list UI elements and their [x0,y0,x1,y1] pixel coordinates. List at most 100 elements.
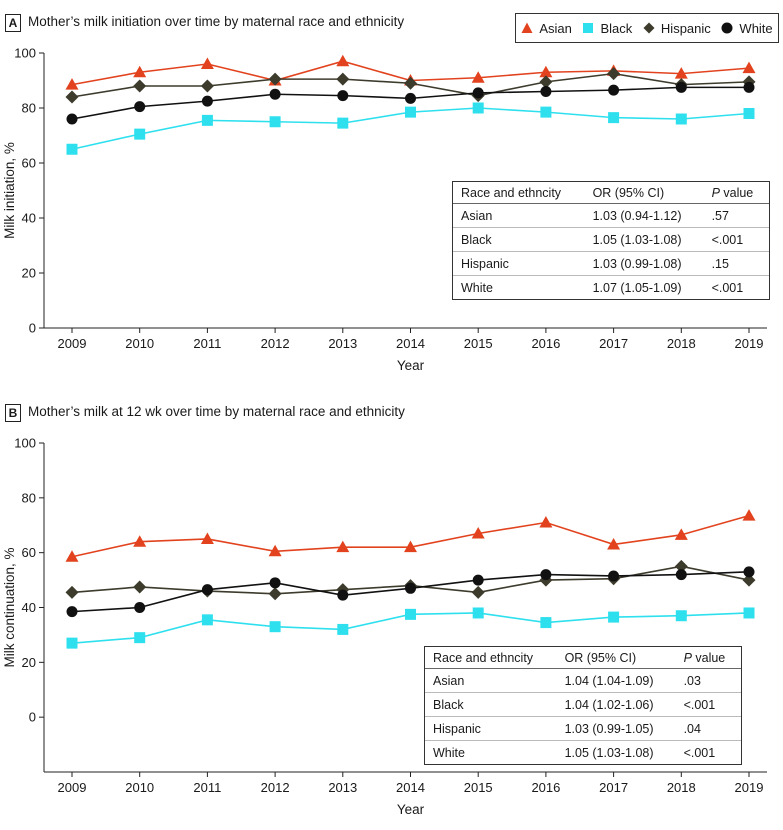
y-tick-label: 60 [22,156,36,171]
cell-p: .04 [675,716,741,741]
cell-p: <.001 [703,227,769,252]
table-row: White 1.05 (1.03-1.08) <.001 [425,741,741,765]
y-tick-label: 20 [22,266,36,281]
y-tick-label: 20 [22,655,36,670]
table-row: Black 1.04 (1.02-1.06) <.001 [425,692,741,717]
data-point-black [134,632,146,644]
data-point-white [405,582,416,594]
data-point-white [472,574,484,586]
data-point-white [134,602,146,613]
panel-a-label: A [5,14,21,32]
y-axis-title: Milk initiation, % [2,142,17,239]
data-point-hispanic [200,79,214,93]
legend-item-white: White [721,20,773,36]
data-point-white [269,577,281,589]
y-tick-label: 60 [22,545,36,560]
cell-or: 1.07 (1.05-1.09) [592,280,682,295]
series-hispanic [65,559,756,601]
data-point-white [66,606,78,618]
table-row: Hispanic 1.03 (0.99-1.05) .04 [425,716,741,741]
cell-or: 1.05 (1.03-1.08) [584,227,704,252]
cell-race: Asian [425,668,557,693]
x-tick-label: 2011 [193,336,221,351]
data-point-white [743,566,755,578]
data-point-hispanic [65,90,79,104]
data-point-asian [200,57,214,69]
cell-or: 1.04 (1.02-1.06) [556,692,676,717]
y-tick-label: 0 [29,321,36,336]
data-point-asian [742,509,756,521]
data-point-asian [674,67,688,79]
cell-p: <.001 [675,692,741,717]
table-header-row: Race and ethncity OR (95% CI) P value [453,182,769,204]
x-tick-label: 2018 [667,336,696,351]
data-point-black [472,607,484,619]
header-race: Race and ethncity [425,647,557,669]
cell-race: Black [425,692,557,717]
cell-or: 1.04 (1.04-1.09) [556,668,676,693]
table-row: Hispanic 1.03 (0.99-1.08) .15 [453,251,769,276]
x-tick-label: 2019 [735,336,764,351]
diamond-marker-icon [643,22,655,34]
series-black [66,102,755,155]
x-tick-label: 2011 [193,780,221,795]
legend-label-black: Black [600,20,633,36]
y-tick-label: 0 [29,710,36,725]
cell-p: .57 [703,203,769,228]
cell-p: .15 [703,251,769,276]
data-point-asian [133,535,147,547]
data-point-asian [539,516,553,528]
data-point-hispanic [268,587,282,601]
x-tick-label: 2013 [328,336,357,351]
header-or: OR (95% CI) [556,647,676,669]
chart-b-continuation: 0 20 40 60 80 100 2009 2010 2011 2012 2013 2014 2015… [2,436,767,817]
cell-or: 1.05 (1.03-1.08) [564,745,654,760]
y-tick-label: 100 [14,436,36,451]
header-p-value: P value [675,647,741,669]
cell-race: White [461,280,493,295]
data-point-asian [674,528,688,540]
cell-p: .03 [675,668,741,693]
square-marker-icon [583,23,594,33]
data-point-black [337,117,349,129]
data-point-black [405,608,416,620]
data-point-black [540,617,552,629]
data-point-black [540,106,552,118]
table-row: White 1.07 (1.05-1.09) <.001 [453,276,769,300]
series-white [66,566,755,618]
x-tick-label: 2010 [125,336,154,351]
legend-item-asian: Asian [521,21,572,36]
series-black [66,607,755,649]
odds-ratio-table-a: Race and ethncity OR (95% CI) P value As… [452,181,770,300]
header-p-letter: P [683,650,692,665]
x-tick-label: 2016 [531,336,560,351]
series-asian [65,509,756,562]
x-tick-label: 2016 [531,780,560,795]
panel-b-label: B [5,404,21,422]
data-point-white [134,101,146,113]
data-point-hispanic [742,573,756,587]
y-tick-label: 40 [22,600,36,615]
data-point-white [608,84,620,96]
header-value-word: value [719,185,754,200]
x-tick-label: 2009 [58,336,87,351]
data-point-white [405,92,416,104]
x-tick-label: 2015 [464,780,493,795]
triangle-marker-icon [521,22,533,33]
cell-race: White [433,745,465,760]
data-point-white [472,87,484,99]
table-header-row: Race and ethncity OR (95% CI) P value [425,647,741,669]
data-point-white [201,95,213,107]
data-point-asian [268,544,282,557]
cell-p: <.001 [683,745,716,760]
data-point-asian [404,540,417,553]
legend-item-black: Black [582,21,632,36]
cell-or: 1.03 (0.99-1.05) [556,716,676,741]
data-point-asian [200,532,214,544]
data-point-black [675,610,687,622]
y-tick-label: 80 [22,101,36,116]
data-point-white [608,570,620,582]
header-value-word: value [691,650,726,665]
legend-label-white: White [739,20,773,36]
y-tick-label: 80 [22,490,36,505]
